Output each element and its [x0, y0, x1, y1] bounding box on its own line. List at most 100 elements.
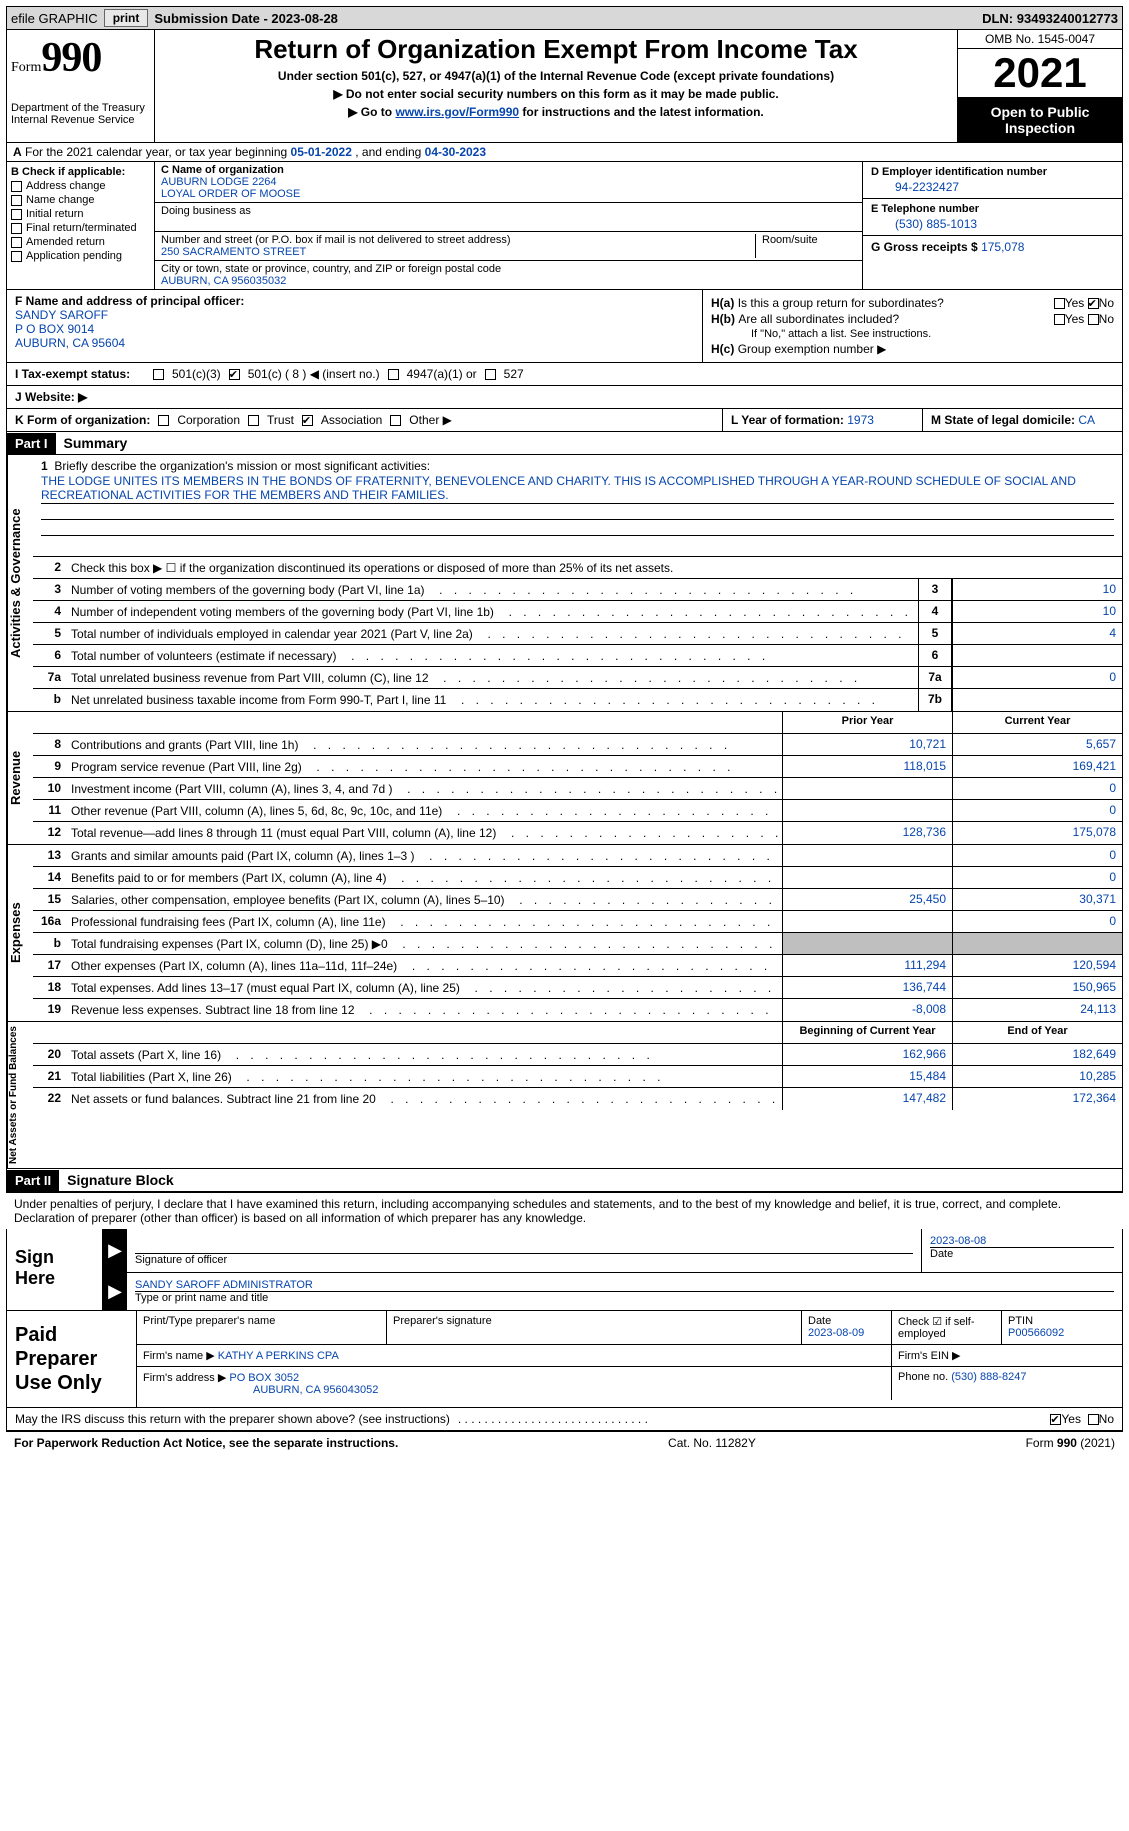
line-18-current: 150,965	[952, 977, 1122, 998]
checkbox-discuss-yes[interactable]	[1050, 1414, 1061, 1425]
line-22-current: 172,364	[952, 1088, 1122, 1110]
checkbox-initial-return[interactable]	[11, 209, 22, 220]
line-12-current: 175,078	[952, 822, 1122, 844]
line-14-current: 0	[952, 867, 1122, 888]
checkbox-hb-no[interactable]	[1088, 314, 1099, 325]
line-9: Program service revenue (Part VIII, line…	[67, 756, 782, 777]
line-4: Number of independent voting members of …	[67, 601, 918, 622]
line-5: Total number of individuals employed in …	[67, 623, 918, 644]
line-18-prior: 136,744	[782, 977, 952, 998]
print-button[interactable]: print	[104, 9, 149, 27]
checkbox-hb-yes[interactable]	[1054, 314, 1065, 325]
dln: DLN: 93493240012773	[982, 11, 1118, 26]
line-16a: Professional fundraising fees (Part IX, …	[67, 911, 782, 932]
line-b-current	[952, 933, 1122, 954]
checkbox-4947[interactable]	[388, 369, 399, 380]
efile-label: efile GRAPHIC	[11, 11, 98, 26]
line-3: Number of voting members of the governin…	[67, 579, 918, 600]
line-11: Other revenue (Part VIII, column (A), li…	[67, 800, 782, 821]
ein: 94-2232427	[871, 180, 1114, 194]
part2-header: Part II	[7, 1170, 59, 1191]
checkbox-501c[interactable]	[229, 369, 240, 380]
form-title: Return of Organization Exempt From Incom…	[161, 34, 951, 65]
part1-title: Summary	[56, 432, 136, 454]
checkbox-other[interactable]	[390, 415, 401, 426]
line-21: Total liabilities (Part X, line 26) . . …	[67, 1066, 782, 1087]
checkbox-association[interactable]	[302, 415, 313, 426]
line-3-value: 10	[952, 579, 1122, 600]
line-2: Check this box ▶ ☐ if the organization d…	[67, 557, 1122, 578]
line-13-prior	[782, 845, 952, 866]
irs-link[interactable]: www.irs.gov/Form990	[395, 105, 519, 119]
line-14-prior	[782, 867, 952, 888]
vtab-netassets: Net Assets or Fund Balances	[7, 1022, 33, 1168]
checkbox-amended[interactable]	[11, 237, 22, 248]
line-13-current: 0	[952, 845, 1122, 866]
col-b-checkboxes: B Check if applicable: Address change Na…	[7, 162, 155, 289]
line-9-current: 169,421	[952, 756, 1122, 777]
line-20-current: 182,649	[952, 1044, 1122, 1065]
dba-label: Doing business as	[161, 205, 251, 217]
sig-date-label: Date	[930, 1247, 1114, 1260]
line-5-value: 4	[952, 623, 1122, 644]
row-a-tax-year: A For the 2021 calendar year, or tax yea…	[6, 143, 1123, 162]
checkbox-name-change[interactable]	[11, 195, 22, 206]
line-17-current: 120,594	[952, 955, 1122, 976]
checkbox-final-return[interactable]	[11, 223, 22, 234]
tax-status-label: I Tax-exempt status:	[15, 367, 145, 381]
state-domicile: M State of legal domicile: CA	[922, 409, 1122, 431]
line-14: Benefits paid to or for members (Part IX…	[67, 867, 782, 888]
form-org-label: K Form of organization:	[15, 413, 150, 427]
line-11-current: 0	[952, 800, 1122, 821]
line-22: Net assets or fund balances. Subtract li…	[67, 1088, 782, 1110]
city-label: City or town, state or province, country…	[161, 263, 856, 275]
city: AUBURN, CA 956035032	[161, 275, 856, 287]
line-7a-value: 0	[952, 667, 1122, 688]
checkbox-application-pending[interactable]	[11, 251, 22, 262]
line-b-prior	[782, 933, 952, 954]
mission-text: THE LODGE UNITES ITS MEMBERS IN THE BOND…	[41, 473, 1114, 504]
vtab-revenue: Revenue	[7, 712, 33, 844]
line-10-prior	[782, 778, 952, 799]
line-10-current: 0	[952, 778, 1122, 799]
ein-label: D Employer identification number	[871, 166, 1114, 178]
checkbox-corp[interactable]	[158, 415, 169, 426]
checkbox-trust[interactable]	[248, 415, 259, 426]
line-8-prior: 10,721	[782, 734, 952, 755]
line-17-prior: 111,294	[782, 955, 952, 976]
form-990-logo: Form990	[11, 34, 150, 82]
checkbox-discuss-no[interactable]	[1088, 1414, 1099, 1425]
eoy-header: End of Year	[952, 1022, 1122, 1043]
org-name-2: LOYAL ORDER OF MOOSE	[161, 188, 856, 200]
checkbox-ha-no[interactable]	[1088, 298, 1099, 309]
gross-label: G Gross receipts $	[871, 240, 981, 254]
line-22-prior: 147,482	[782, 1088, 952, 1110]
form-header: Form990 Department of the Treasury Inter…	[6, 30, 1123, 143]
paid-preparer-label: Paid Preparer Use Only	[7, 1311, 137, 1407]
line-19: Revenue less expenses. Subtract line 18 …	[67, 999, 782, 1021]
checkbox-address-change[interactable]	[11, 181, 22, 192]
line-20-prior: 162,966	[782, 1044, 952, 1065]
phone-label: E Telephone number	[871, 203, 1114, 215]
line-b: Total fundraising expenses (Part IX, col…	[67, 933, 782, 954]
line-10: Investment income (Part VIII, column (A)…	[67, 778, 782, 799]
form-subtitle: Under section 501(c), 527, or 4947(a)(1)…	[161, 69, 951, 83]
dept-label: Department of the Treasury Internal Reve…	[11, 102, 150, 126]
omb-number: OMB No. 1545-0047	[958, 30, 1122, 49]
line-17: Other expenses (Part IX, column (A), lin…	[67, 955, 782, 976]
checkbox-527[interactable]	[485, 369, 496, 380]
discuss-question: May the IRS discuss this return with the…	[15, 1412, 450, 1426]
org-name-1: AUBURN LODGE 2264	[161, 176, 856, 188]
gross-receipts: 175,078	[981, 240, 1024, 254]
line-20: Total assets (Part X, line 16) . . . . .…	[67, 1044, 782, 1065]
tax-year: 2021	[958, 49, 1122, 98]
current-year-header: Current Year	[952, 712, 1122, 733]
street: 250 SACRAMENTO STREET	[161, 246, 749, 258]
vtab-expenses: Expenses	[7, 845, 33, 1021]
prior-year-header: Prior Year	[782, 712, 952, 733]
line-15-prior: 25,450	[782, 889, 952, 910]
checkbox-ha-yes[interactable]	[1054, 298, 1065, 309]
line-13: Grants and similar amounts paid (Part IX…	[67, 845, 782, 866]
checkbox-501c3[interactable]	[153, 369, 164, 380]
vtab-governance: Activities & Governance	[7, 455, 33, 711]
